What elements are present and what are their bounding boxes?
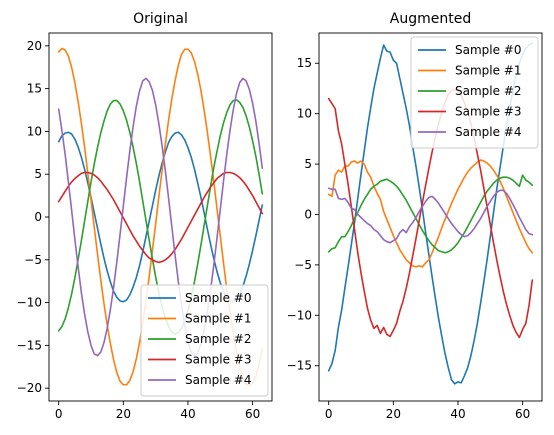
- chart-title: Augmented: [390, 11, 471, 27]
- y-tick-label: 20: [27, 39, 42, 53]
- x-tick-label: 0: [325, 407, 333, 421]
- legend-label: Sample #4: [185, 373, 252, 387]
- y-tick-label: 15: [297, 56, 312, 70]
- y-tick-label: 0: [34, 210, 42, 224]
- legend-label: Sample #4: [455, 125, 522, 139]
- y-tick-label: 5: [304, 157, 312, 171]
- legend-label: Sample #1: [185, 312, 252, 326]
- original-chart-panel: Original 0 20 40 60 −20 −15 −10 −5 0 5 10 15 20 Sample…: [17, 11, 273, 421]
- series-line-sample-4: [327, 187, 534, 244]
- x-tick-label: 40: [450, 407, 465, 421]
- series-line-sample-3: [327, 88, 534, 339]
- legend-label: Sample #3: [185, 353, 252, 367]
- legend-label: Sample #3: [455, 105, 522, 119]
- x-tick-label: 40: [180, 407, 195, 421]
- y-tick-label: 0: [304, 207, 312, 221]
- y-tick-label: 5: [34, 167, 42, 181]
- legend: Sample #0 Sample #1 Sample #2 Sample #3 Samp…: [140, 284, 269, 397]
- y-tick-label: −10: [287, 308, 312, 322]
- legend-label: Sample #1: [455, 64, 522, 78]
- y-tick-label: 10: [297, 107, 312, 121]
- legend: Sample #0 Sample #1 Sample #2 Sample #3 Samp…: [410, 36, 539, 149]
- series-line-sample-2: [327, 174, 534, 254]
- series-line-sample-0: [57, 131, 264, 303]
- legend-label: Sample #2: [185, 332, 252, 346]
- y-tick-label: −10: [17, 296, 42, 310]
- chart-title: Original: [133, 11, 188, 27]
- series-line-sample-4: [57, 77, 264, 357]
- series-line-sample-1: [327, 159, 534, 268]
- x-tick-label: 20: [386, 407, 401, 421]
- legend-box: [140, 284, 269, 397]
- y-tick-label: −5: [24, 253, 42, 267]
- y-tick-label: −15: [17, 338, 42, 352]
- x-tick-label: 60: [515, 407, 530, 421]
- plot-area-frame: [318, 32, 543, 402]
- x-tick-label: 20: [116, 407, 131, 421]
- y-tick-label: −20: [17, 381, 42, 395]
- legend-box: [410, 36, 539, 149]
- y-tick-label: 15: [27, 82, 42, 96]
- y-tick-label: −15: [287, 359, 312, 373]
- y-tick-label: −5: [294, 258, 312, 272]
- y-tick-label: 10: [27, 124, 42, 138]
- x-tick-label: 0: [55, 407, 63, 421]
- legend-label: Sample #0: [455, 43, 522, 57]
- legend-label: Sample #2: [455, 84, 522, 98]
- series-line-sample-3: [57, 171, 264, 264]
- series-lines: [327, 42, 534, 385]
- x-tick-label: 60: [245, 407, 260, 421]
- legend-label: Sample #0: [185, 291, 252, 305]
